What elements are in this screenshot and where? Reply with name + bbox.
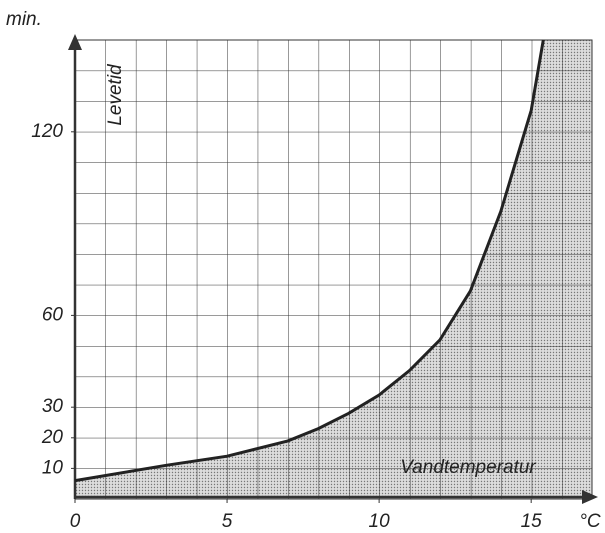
y-tick-label: 20 bbox=[41, 427, 64, 448]
y-tick-label: 60 bbox=[42, 304, 64, 325]
x-tick-label: 15 bbox=[521, 511, 543, 532]
y-axis-arrow bbox=[68, 34, 82, 50]
x-tick-label: 5 bbox=[222, 511, 233, 532]
x-tick-label: 10 bbox=[369, 511, 391, 532]
x-axis-arrow bbox=[582, 490, 598, 504]
y-axis-label: Levetid bbox=[105, 63, 126, 126]
y-tick-label: 120 bbox=[31, 121, 63, 142]
x-tick-label: 0 bbox=[70, 511, 81, 532]
grid bbox=[74, 39, 593, 500]
curve bbox=[74, 39, 545, 483]
x-axis-label: Vandtemperatur bbox=[400, 457, 536, 478]
x-unit: °C bbox=[579, 511, 601, 532]
y-tick-label: 10 bbox=[42, 457, 64, 478]
y-tick-label: 30 bbox=[42, 396, 64, 417]
y-unit: min. bbox=[6, 9, 42, 30]
